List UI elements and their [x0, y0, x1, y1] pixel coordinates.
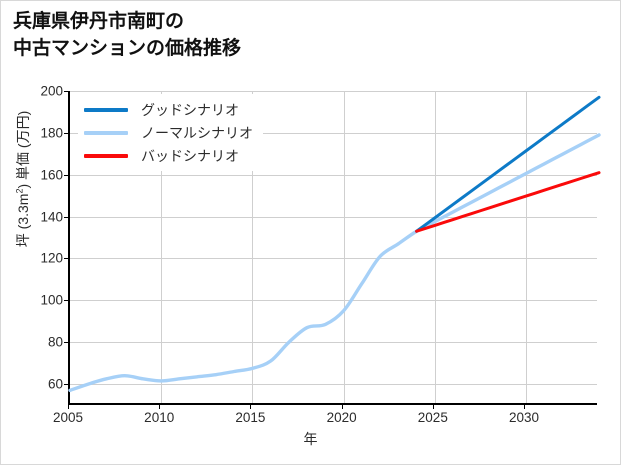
gridline-horizontal: [70, 300, 597, 302]
gridline-horizontal: [70, 132, 597, 134]
x-axis-tick-mark: [250, 404, 252, 409]
y-axis-title-prefix: 坪 (3.3m: [15, 193, 31, 248]
y-axis-tick-label: 180: [40, 125, 63, 141]
x-axis-tick-labels: 2005 2010 2015 2020 2025 2030: [53, 404, 597, 430]
gridline-horizontal: [70, 91, 597, 92]
legend-item-label: ノーマルシナリオ: [141, 124, 253, 141]
y-axis-tick-mark: [64, 91, 69, 92]
series-line-good: [415, 95, 601, 233]
gridline-horizontal: [70, 342, 597, 344]
x-axis-tick-mark: [68, 404, 69, 409]
y-axis-tick-labels: 60 80 100 120 140 160 180 200: [13, 84, 63, 405]
gridline-vertical: [343, 91, 345, 403]
y-axis-tick-mark: [64, 132, 69, 134]
legend-color-swatch: [84, 153, 128, 158]
x-axis-tick-label: 2005: [52, 410, 84, 425]
gridline-vertical: [161, 91, 163, 403]
legend-color-swatch: [84, 107, 128, 112]
x-axis-tick-mark: [159, 404, 161, 409]
y-axis-tick-mark: [64, 174, 69, 176]
x-axis-tick-label: 2010: [144, 410, 175, 425]
x-axis-tick-mark: [432, 404, 434, 409]
x-axis-tick-label: 2020: [326, 410, 357, 425]
y-axis-tick-label: 60: [47, 376, 63, 392]
x-axis-tick-mark: [524, 404, 526, 409]
gridline-vertical: [434, 91, 436, 403]
y-axis-tick-mark: [64, 258, 69, 260]
y-axis-tick-label: 80: [47, 334, 63, 350]
y-axis-tick-label: 140: [40, 209, 63, 225]
gridline-vertical: [252, 91, 254, 403]
y-axis-tick-mark: [64, 342, 69, 344]
series-lines: [68, 95, 601, 393]
y-axis-title-superscript: 2: [14, 188, 25, 194]
legend-item[interactable]: バッドシナリオ: [84, 144, 253, 167]
gridline-horizontal: [70, 216, 597, 218]
gridline-vertical: [526, 91, 528, 403]
y-axis-title-suffix: ) 単価 (万円): [15, 110, 31, 189]
y-axis-tick-mark: [64, 384, 69, 386]
y-axis-tick-mark: [64, 216, 69, 218]
y-axis-title: 坪 (3.3m2) 単価 (万円): [13, 29, 33, 329]
gridline-horizontal: [70, 258, 597, 260]
legend-item[interactable]: グッドシナリオ: [84, 98, 253, 121]
x-axis-tick-label: 2025: [417, 410, 448, 425]
gridline-horizontal: [70, 174, 597, 176]
legend-item[interactable]: ノーマルシナリオ: [84, 121, 253, 144]
y-axis-tick-label: 120: [40, 250, 63, 266]
legend-item-label: グッドシナリオ: [141, 101, 239, 118]
x-axis-tick-label: 2015: [235, 410, 266, 425]
chart-title: 兵庫県伊丹市南町の 中古マンションの価格推移: [13, 11, 242, 59]
series-line-bad: [415, 171, 601, 233]
gridline-horizontal: [70, 384, 597, 386]
chart-legend: グッドシナリオ ノーマルシナリオ バッドシナリオ: [78, 94, 263, 171]
y-axis-tick-label: 200: [40, 83, 63, 99]
series-line-normal: [68, 133, 601, 393]
y-axis-tick-label: 160: [40, 167, 63, 183]
y-axis-tick-label: 100: [40, 292, 63, 308]
legend-color-swatch: [84, 130, 128, 135]
y-axis-tick-marks: [64, 91, 70, 405]
x-axis-tick-label: 2030: [509, 410, 540, 425]
legend-item-label: バッドシナリオ: [141, 147, 239, 164]
x-axis-tick-mark: [341, 404, 343, 409]
x-axis-title: 年: [303, 431, 318, 447]
y-axis-tick-mark: [64, 300, 69, 302]
